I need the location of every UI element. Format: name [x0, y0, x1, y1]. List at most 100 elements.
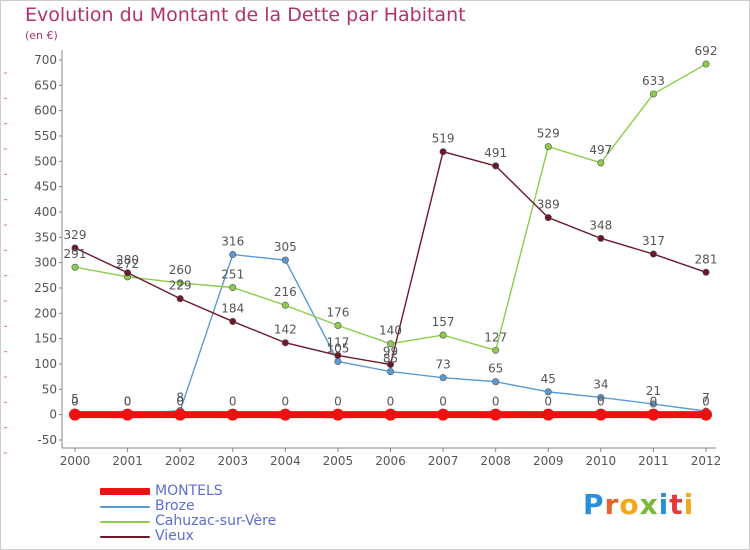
data-point-cahuzac-sur-v-re: [281, 301, 289, 309]
data-label-cahuzac-sur-v-re: 272: [116, 257, 139, 271]
data-label-cahuzac-sur-v-re: 251: [221, 267, 244, 281]
data-point-broze: [334, 357, 342, 365]
data-label-vieux: 519: [432, 132, 455, 146]
proxiti-logo: Proxiti: [583, 488, 694, 521]
data-point-vieux: [229, 317, 237, 325]
data-point-montels: [542, 408, 555, 421]
x-tick-label: 2003: [217, 454, 248, 468]
data-label-broze: 305: [274, 240, 297, 254]
data-point-broze: [544, 388, 552, 396]
data-label-broze: 7: [702, 391, 710, 405]
y-tick-label: 100: [34, 357, 57, 371]
data-point-montels: [331, 408, 344, 421]
data-label-montels: 0: [544, 395, 552, 409]
y-tick-label: 50: [42, 382, 57, 396]
data-point-vieux: [492, 162, 500, 170]
data-point-cahuzac-sur-v-re: [229, 283, 237, 291]
y-tick-label: 400: [34, 205, 57, 219]
legend-swatch: [100, 506, 150, 508]
data-point-broze: [597, 393, 605, 401]
x-tick-label: 2011: [638, 454, 669, 468]
data-point-montels: [437, 408, 450, 421]
data-label-vieux: 491: [484, 146, 507, 160]
y-tick-label: 500: [34, 154, 57, 168]
data-label-broze: 85: [383, 352, 398, 366]
y-tick-label: -50: [37, 433, 57, 447]
data-point-cahuzac-sur-v-re: [71, 263, 79, 271]
data-label-montels: 0: [124, 395, 132, 409]
y-tick-label: 550: [34, 129, 57, 143]
data-label-vieux: 229: [169, 279, 192, 293]
data-label-vieux: 99: [383, 345, 398, 359]
data-label-broze: 65: [488, 362, 503, 376]
data-label-montels: 0: [176, 395, 184, 409]
data-point-montels: [647, 408, 660, 421]
data-label-vieux: 280: [116, 253, 139, 267]
data-point-montels: [174, 408, 187, 421]
data-label-vieux: 117: [326, 335, 349, 349]
y-tick-label: 450: [34, 180, 57, 194]
y-tick-label: 700: [34, 53, 57, 67]
x-tick-label: 2009: [533, 454, 564, 468]
series-cahuzac-sur-v-re: [71, 60, 710, 354]
data-label-cahuzac-sur-v-re: 140: [379, 324, 402, 338]
data-point-montels: [226, 408, 239, 421]
logo-letter: i: [683, 488, 695, 521]
logo-letter: r: [604, 488, 620, 521]
data-label-montels: 0: [334, 395, 342, 409]
data-label-montels: 0: [492, 395, 500, 409]
data-point-broze: [281, 256, 289, 264]
y-tick-label: 650: [34, 78, 57, 92]
data-point-cahuzac-sur-v-re: [439, 331, 447, 339]
x-tick-label: 2002: [165, 454, 196, 468]
y-tick-label: 0: [49, 408, 57, 422]
data-point-vieux: [124, 269, 132, 277]
data-label-vieux: 142: [274, 323, 297, 337]
data-label-broze: 105: [326, 341, 349, 355]
data-point-broze: [649, 400, 657, 408]
data-point-vieux: [597, 234, 605, 242]
data-label-cahuzac-sur-v-re: 692: [695, 44, 718, 58]
x-tick-label: 2010: [586, 454, 617, 468]
data-label-montels: 0: [282, 395, 290, 409]
data-point-cahuzac-sur-v-re: [492, 346, 500, 354]
data-point-cahuzac-sur-v-re: [544, 143, 552, 151]
data-label-cahuzac-sur-v-re: 127: [484, 330, 507, 344]
data-label-broze: 316: [221, 235, 244, 249]
data-label-broze: 0: [124, 395, 132, 409]
data-point-vieux: [649, 250, 657, 258]
data-point-cahuzac-sur-v-re: [597, 159, 605, 167]
series-montels: [69, 408, 712, 421]
logo-letter: t: [669, 488, 684, 521]
data-point-montels: [69, 408, 81, 421]
data-label-vieux: 348: [589, 218, 612, 232]
logo-letter: i: [658, 488, 670, 521]
data-label-vieux: 329: [64, 228, 87, 242]
data-label-cahuzac-sur-v-re: 260: [169, 263, 192, 277]
data-label-cahuzac-sur-v-re: 291: [64, 247, 87, 261]
legend-swatch: [100, 488, 150, 495]
x-tick-label: 2001: [112, 454, 143, 468]
data-label-montels: 0: [650, 395, 658, 409]
series-vieux: [71, 148, 710, 369]
data-point-vieux: [71, 244, 79, 252]
data-label-broze: 5: [71, 392, 79, 406]
data-point-broze: [439, 374, 447, 382]
y-tick-label: 600: [34, 104, 57, 118]
x-tick-label: 2005: [323, 454, 354, 468]
data-point-vieux: [334, 351, 342, 359]
data-label-montels: 0: [229, 395, 237, 409]
data-point-vieux: [439, 148, 447, 156]
logo-letter: x: [639, 488, 659, 521]
data-label-cahuzac-sur-v-re: 529: [537, 127, 560, 141]
data-point-cahuzac-sur-v-re: [649, 90, 657, 98]
data-point-broze: [492, 378, 500, 386]
data-label-broze: 45: [541, 372, 556, 386]
data-point-cahuzac-sur-v-re: [702, 60, 710, 68]
data-label-cahuzac-sur-v-re: 216: [274, 285, 297, 299]
y-tick-label: 200: [34, 306, 57, 320]
data-label-broze: 21: [646, 384, 661, 398]
x-tick-label: 2004: [270, 454, 301, 468]
data-label-montels: 0: [387, 395, 395, 409]
